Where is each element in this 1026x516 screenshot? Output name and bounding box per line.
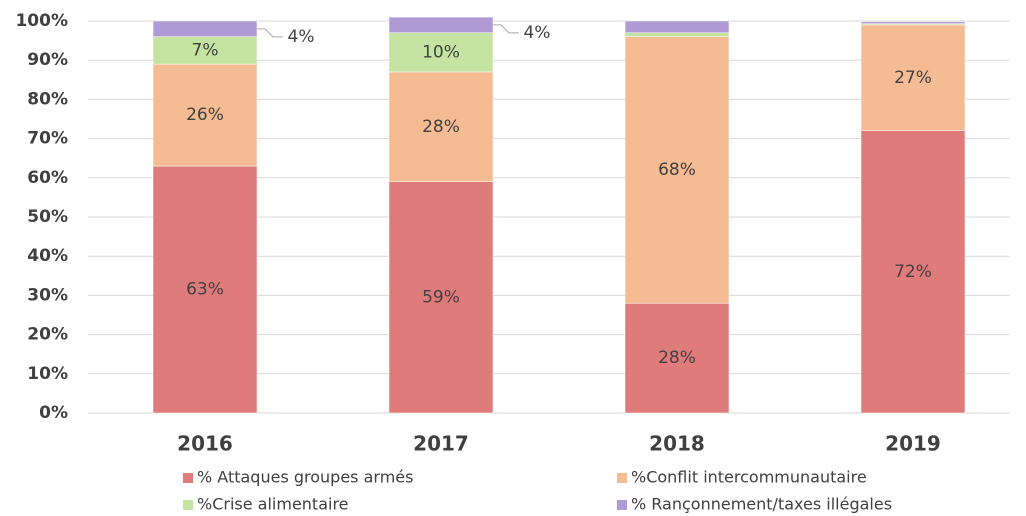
legend-swatch [183,500,193,510]
bar-segment [152,20,258,37]
data-label: 26% [186,105,224,125]
data-label: 72% [894,262,932,282]
y-tick-label: 10% [27,364,68,384]
bar-segment [152,165,258,414]
legend-label: % Rançonnement/taxes illégales [631,495,892,514]
legend-label: %Conflit intercommunautaire [631,468,867,487]
data-label: 59% [422,287,460,307]
y-tick-label: 100% [15,11,68,31]
bar-segment [388,16,494,34]
y-tick-label: 0% [39,403,68,423]
y-tick-label: 80% [27,89,68,109]
data-label: 7% [192,40,219,60]
bar-segment [860,24,966,132]
x-tick-label: 2018 [649,432,705,456]
y-tick-label: 90% [27,50,68,70]
y-tick-label: 20% [27,325,68,345]
bar-segment [388,71,494,182]
bar-segment [624,36,730,304]
legend-label: %Crise alimentaire [197,495,349,514]
data-label: 68% [658,160,696,180]
y-tick-label: 40% [27,246,68,266]
data-label: 28% [422,117,460,137]
x-tick-label: 2017 [413,432,469,456]
y-tick-label: 50% [27,207,68,227]
bar-segment [624,302,730,414]
data-label: 10% [422,42,460,62]
bar-segment [624,32,730,37]
legend-swatch [617,473,627,483]
data-label: 4% [524,23,551,43]
bar-segment [388,181,494,414]
legend-swatch [617,500,627,510]
leader-line [493,24,519,34]
bar-segment [152,63,258,167]
bar-segment [388,32,494,73]
bar-segment [152,36,258,65]
data-label: 4% [288,27,315,47]
y-tick-label: 70% [27,129,68,149]
leader-line [257,28,283,38]
data-label: 28% [658,348,696,368]
y-tick-label: 30% [27,285,68,305]
bar-segment [860,21,966,24]
x-tick-label: 2019 [885,432,941,456]
legend-label: % Attaques groupes armés [197,468,413,487]
legend-swatch [183,473,193,483]
data-label: 63% [186,280,224,300]
y-tick-label: 60% [27,168,68,188]
data-label: 27% [894,68,932,88]
bar-segment [860,130,966,414]
bar-segment [624,20,730,34]
x-tick-label: 2016 [177,432,233,456]
